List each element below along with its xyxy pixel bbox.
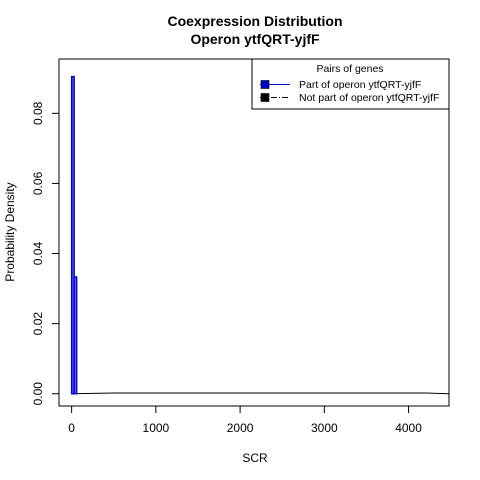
y-tick-label-3: 0.06	[31, 171, 45, 195]
y-axis-label: Probability Density	[3, 182, 17, 281]
y-tick-label-1: 0.02	[31, 312, 45, 336]
x-axis-label: SCR	[242, 451, 268, 465]
x-tick-label-0: 0	[68, 421, 75, 435]
legend-label-part-of-operon: Part of operon ytfQRT-yjfF	[299, 79, 421, 91]
x-tick-label-2: 2000	[227, 421, 254, 435]
chart-title-line-2: Operon ytfQRT-yjfF	[190, 31, 320, 47]
x-axis: 0 1000 2000 3000 4000	[68, 405, 422, 435]
x-tick-label-3: 3000	[311, 421, 338, 435]
y-axis: 0.00 0.02 0.04 0.06 0.08	[31, 101, 60, 406]
legend-label-not-part-of-operon: Not part of operon ytfQRT-yjfF	[299, 92, 439, 104]
plot-marks	[70, 75, 450, 395]
legend-title: Pairs of genes	[316, 63, 383, 75]
x-tick-label-1: 1000	[143, 421, 170, 435]
histogram-bar-0	[70, 75, 75, 395]
legend-swatch-not-part-of-operon	[260, 93, 270, 102]
chart-title-line-1: Coexpression Distribution	[167, 13, 342, 29]
y-tick-label-4: 0.08	[31, 101, 45, 125]
x-tick-label-4: 4000	[395, 421, 422, 435]
histogram-bar-1	[73, 276, 78, 395]
legend: Pairs of genes Part of operon ytfQRT-yjf…	[251, 58, 450, 110]
y-tick-label-2: 0.04	[31, 242, 45, 266]
legend-swatch-part-of-operon	[260, 80, 270, 89]
series-line-not-part-of-operon	[71, 392, 450, 395]
y-tick-label-0: 0.00	[31, 382, 45, 406]
